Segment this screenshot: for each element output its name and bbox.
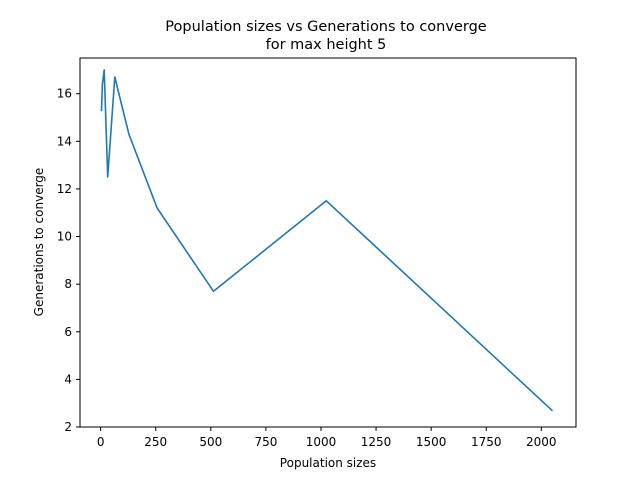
plot-area bbox=[79, 57, 577, 428]
chart-title: Population sizes vs Generations to conve… bbox=[165, 19, 486, 35]
y-tick-label: 6 bbox=[64, 325, 72, 339]
y-tick-label: 10 bbox=[57, 230, 72, 244]
y-tick-label: 14 bbox=[57, 134, 72, 148]
y-tick-label: 2 bbox=[64, 420, 72, 434]
series-layer bbox=[100, 69, 554, 412]
axes-frame bbox=[79, 57, 577, 428]
x-tick-label: 1250 bbox=[361, 435, 392, 449]
y-tick-label: 8 bbox=[64, 277, 72, 291]
x-tick-label: 250 bbox=[144, 435, 167, 449]
y-axis-label: Generations to converge bbox=[32, 168, 46, 317]
series-line bbox=[100, 69, 554, 412]
x-axis-ticks: 0 250 500 750 1000 1250 1500 1750 2000 bbox=[97, 427, 557, 449]
y-tick-label: 16 bbox=[57, 87, 72, 101]
x-tick-label: 500 bbox=[199, 435, 222, 449]
y-tick-label: 4 bbox=[64, 372, 72, 386]
x-tick-label: 750 bbox=[254, 435, 277, 449]
x-tick-label: 1500 bbox=[416, 435, 447, 449]
x-tick-label: 1750 bbox=[471, 435, 502, 449]
chart-subtitle: for max height 5 bbox=[266, 37, 387, 53]
y-axis-ticks: 2 4 6 8 10 12 14 16 bbox=[57, 87, 80, 434]
x-axis-label: Population sizes bbox=[280, 456, 376, 470]
y-tick-label: 12 bbox=[57, 182, 72, 196]
x-tick-label: 0 bbox=[97, 435, 105, 449]
x-tick-label: 1000 bbox=[306, 435, 337, 449]
x-tick-label: 2000 bbox=[526, 435, 557, 449]
